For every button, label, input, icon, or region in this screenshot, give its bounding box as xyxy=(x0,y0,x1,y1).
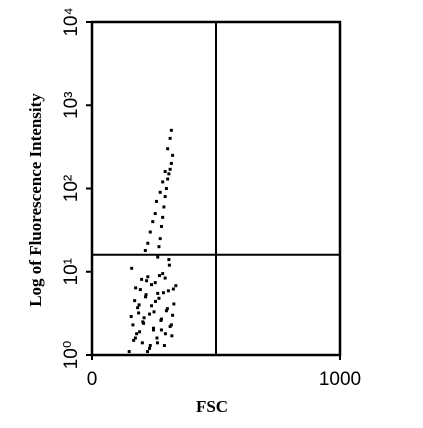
data-point xyxy=(158,237,162,241)
y-tick-label: 10⁴ xyxy=(61,7,82,36)
data-point xyxy=(148,344,152,348)
x-tick-label: 0 xyxy=(87,369,98,390)
data-point xyxy=(145,279,149,283)
data-point xyxy=(148,346,152,350)
data-point xyxy=(163,276,167,280)
data-point xyxy=(152,326,156,330)
data-point xyxy=(161,291,165,295)
data-point xyxy=(144,293,148,297)
data-point xyxy=(162,205,166,209)
data-point xyxy=(166,177,170,181)
data-point xyxy=(158,190,162,194)
data-point xyxy=(166,289,170,293)
data-point xyxy=(151,220,155,224)
data-point xyxy=(130,266,134,270)
data-point xyxy=(163,170,167,174)
data-point xyxy=(171,313,175,317)
data-point xyxy=(168,167,172,171)
data-point xyxy=(127,350,131,354)
data-point xyxy=(156,291,160,295)
data-point xyxy=(172,302,176,306)
data-point xyxy=(148,312,152,316)
data-point xyxy=(156,255,160,259)
data-point xyxy=(146,275,150,279)
data-point xyxy=(152,310,156,314)
data-point xyxy=(174,284,178,288)
data-point xyxy=(157,245,161,249)
data-point xyxy=(152,328,156,332)
y-tick-label: 10² xyxy=(61,175,82,202)
data-point xyxy=(169,323,173,327)
data-point xyxy=(140,341,144,345)
data-point xyxy=(155,336,159,340)
data-point xyxy=(144,295,148,299)
data-point xyxy=(165,307,169,311)
data-point xyxy=(133,336,137,340)
data-point xyxy=(154,199,158,203)
data-point xyxy=(161,180,165,184)
data-point xyxy=(155,341,159,345)
data-point xyxy=(163,332,167,336)
data-point xyxy=(161,215,165,219)
data-point xyxy=(169,161,173,165)
data-point xyxy=(166,147,170,151)
data-point xyxy=(167,263,171,267)
data-point xyxy=(136,306,140,310)
data-point xyxy=(135,332,139,336)
data-point xyxy=(138,330,142,334)
data-point xyxy=(167,172,171,176)
data-point xyxy=(169,128,173,132)
data-point xyxy=(142,316,146,320)
data-point xyxy=(157,274,161,278)
data-point xyxy=(168,136,172,140)
data-point xyxy=(163,195,167,199)
data-point xyxy=(137,303,141,307)
data-point xyxy=(157,296,161,300)
data-point xyxy=(137,311,141,315)
data-point xyxy=(171,153,175,157)
data-point xyxy=(159,224,163,228)
data-point xyxy=(146,350,150,354)
data-point xyxy=(167,258,171,262)
data-point xyxy=(138,288,142,292)
data-point xyxy=(159,328,163,332)
data-point xyxy=(143,248,147,252)
data-point xyxy=(170,334,174,338)
data-point xyxy=(150,283,154,287)
data-point xyxy=(164,309,168,313)
data-point xyxy=(159,317,163,321)
data-point xyxy=(162,344,166,348)
y-axis-label: Log of Fluorescence Intensity xyxy=(26,93,45,307)
data-point xyxy=(148,230,152,234)
data-point xyxy=(153,212,157,216)
data-point xyxy=(150,304,154,308)
data-point xyxy=(171,287,175,291)
data-point xyxy=(153,281,157,285)
data-point xyxy=(134,286,138,290)
y-tick-label: 10¹ xyxy=(61,258,82,285)
y-tick-label: 10⁰ xyxy=(61,341,82,370)
data-point xyxy=(129,315,133,319)
x-axis-label: FSC xyxy=(196,397,228,416)
data-point xyxy=(141,320,145,324)
x-tick-label: 1000 xyxy=(319,369,361,390)
data-point xyxy=(140,277,144,281)
data-point xyxy=(161,272,165,276)
y-tick-label: 10³ xyxy=(61,92,82,119)
data-point xyxy=(131,323,135,327)
data-point xyxy=(164,187,168,190)
data-point xyxy=(132,338,136,342)
data-point xyxy=(133,299,137,303)
data-point xyxy=(168,324,172,328)
data-point xyxy=(153,299,157,303)
data-point xyxy=(146,241,150,245)
